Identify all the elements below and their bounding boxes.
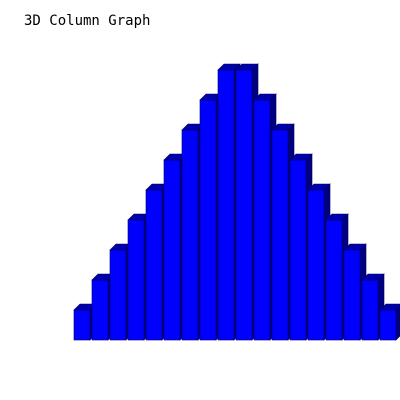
- bar-front-face: [217, 69, 235, 341]
- bar-front-face: [343, 249, 361, 341]
- bar-front-face: [289, 159, 307, 341]
- bar-front-face: [235, 69, 253, 341]
- bar-front-face: [127, 219, 145, 341]
- bar-top-face: [235, 63, 259, 71]
- bar-front-face: [73, 309, 91, 341]
- bar-front-face: [253, 99, 271, 341]
- bar-front-face: [379, 309, 397, 341]
- bar-front-face: [271, 129, 289, 341]
- bar-front-face: [199, 99, 217, 341]
- bar-front-face: [361, 279, 379, 341]
- bar-top-face: [271, 123, 295, 131]
- bar-top-face: [253, 93, 277, 101]
- bar-top-face: [217, 63, 241, 71]
- bar-top-face: [343, 243, 367, 251]
- bar: [379, 303, 400, 341]
- bar-top-face: [289, 153, 313, 161]
- bar-front-face: [145, 189, 163, 341]
- bar-top-face: [307, 183, 331, 191]
- bar-front-face: [163, 159, 181, 341]
- bar-front-face: [307, 189, 325, 341]
- bar-front-face: [181, 129, 199, 341]
- bar-top-face: [361, 273, 385, 281]
- bar-top-face: [379, 303, 400, 311]
- chart-title: 3D Column Graph: [24, 13, 151, 29]
- bar-top-face: [325, 213, 349, 221]
- bar-front-face: [109, 249, 127, 341]
- bar-front-face: [325, 219, 343, 341]
- bar-front-face: [91, 279, 109, 341]
